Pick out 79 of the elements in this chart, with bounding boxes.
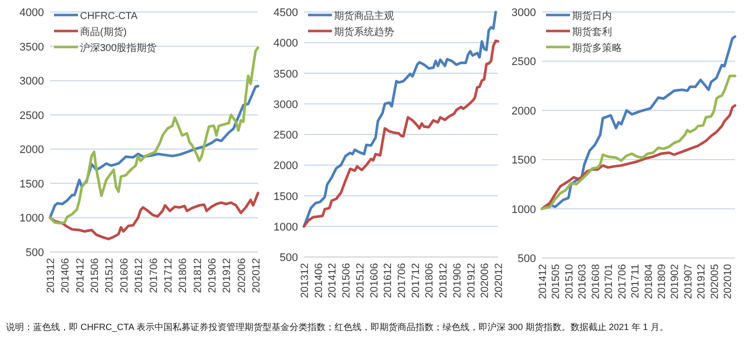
x-tick-label: 201510 [563,264,576,300]
x-tick-label: 202010 [722,264,734,300]
x-tick-label: 201806 [177,258,190,294]
x-tick-label: 201312 [299,262,311,298]
y-tick-label: 4000 [274,38,298,50]
x-tick-label: 201506 [89,258,102,294]
x-tick-label: 201809 [656,264,668,300]
y-tick-label: 1000 [20,212,44,225]
legend-label: 沪深300股指期货 [80,42,157,54]
legend-label: 期货商品主观 [334,10,394,22]
x-tick-label: 201412 [537,264,549,300]
y-tick-label: 1000 [274,221,298,234]
x-tick-label: 201701 [603,264,616,300]
x-tick-label: 201906 [206,258,219,294]
y-tick-label: 3000 [512,7,536,19]
x-tick-label: 201912 [696,264,708,300]
y-tick-label: 4500 [274,7,298,19]
x-tick-label: 201711 [630,264,642,298]
x-tick-label: 201806 [424,262,436,298]
y-tick-label: 500 [26,247,44,259]
x-tick-label: 201312 [45,258,57,294]
x-tick-label: 202012 [493,262,505,298]
x-tick-label: 201412 [74,258,86,294]
y-tick-label: 3500 [274,68,298,80]
x-tick-label: 201612 [382,262,394,298]
line-series [540,104,736,210]
x-tick-label: 201706 [396,262,408,298]
x-tick-label: 201608 [590,264,602,300]
x-tick-label: 201712 [410,262,422,298]
x-tick-label: 201606 [368,262,380,298]
x-tick-label: 201906 [451,262,464,298]
x-tick-label: 201506 [340,262,353,298]
x-tick-label: 201512 [354,262,366,298]
x-tick-label: 201907 [682,264,694,300]
y-tick-label: 1500 [274,190,298,203]
legend-label: 期货系统趋势 [334,26,394,38]
x-tick-label: 201406 [60,258,72,294]
x-tick-label: 201812 [438,262,450,298]
line-series [540,74,736,210]
y-tick-label: 2000 [20,144,44,156]
y-tick-label: 2500 [512,56,536,68]
y-tick-label: 2500 [20,110,44,122]
x-tick-label: 201912 [465,262,478,298]
x-tick-label: 201412 [326,262,339,298]
y-tick-label: 1500 [512,154,536,167]
x-tick-label: 201812 [192,258,204,294]
x-tick-label: 202005 [708,264,721,300]
x-tick-label: 201606 [118,258,130,294]
x-tick-label: 201706 [148,258,160,294]
x-tick-label: 201902 [669,264,682,300]
x-tick-label: 202006 [479,262,492,298]
x-tick-label: 201603 [576,264,589,300]
y-tick-label: 1500 [20,178,44,190]
legend-label: 期货日内 [572,10,612,22]
y-tick-label: 1000 [512,204,536,216]
y-tick-label: 2000 [512,105,536,118]
legend-label: 期货多策略 [572,42,622,54]
x-tick-label: 202006 [236,258,248,294]
x-tick-label: 201706 [616,264,628,300]
x-tick-label: 201512 [104,258,116,294]
legend-label: CHFRC-CTA [80,11,138,22]
legend-label: 期货套利 [572,26,612,38]
y-tick-label: 3500 [20,41,44,54]
x-tick-label: 201505 [550,264,562,300]
y-tick-label: 2000 [274,160,298,172]
x-tick-label: 201406 [312,262,325,298]
x-tick-label: 202012 [250,258,263,294]
y-tick-label: 500 [518,253,536,265]
y-tick-label: 4000 [20,7,44,19]
text: 说明：蓝色线，即 CHFRC_CTA 表示中国私募证券投资管理期货型基金分类指数；红色线，即期货商品指数；绿色线，即沪深 300 期货指数。数据截止 2021 年 1 月。 [6,322,668,332]
x-tick-label: 201912 [221,258,234,294]
y-tick-label: 3000 [20,76,44,88]
x-tick-label: 201712 [162,258,174,294]
y-tick-label: 500 [280,252,298,264]
x-tick-label: 201612 [133,258,146,294]
legend-label: 商品(期货) [80,26,127,38]
y-tick-label: 3000 [274,98,298,111]
x-tick-label: 201804 [642,264,655,300]
y-tick-label: 2500 [274,130,298,142]
